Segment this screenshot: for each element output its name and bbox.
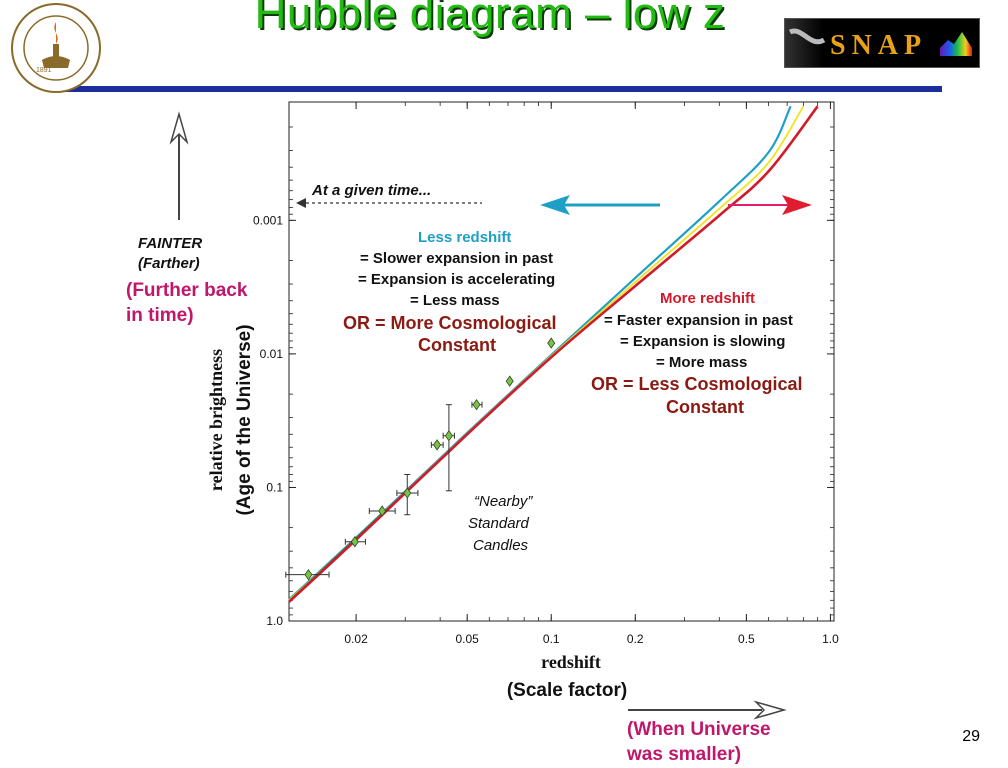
data-point <box>368 505 396 517</box>
data-point <box>285 568 330 581</box>
x-tick-label: 0.02 <box>344 632 368 646</box>
nearby-line-3: Candles <box>473 537 529 554</box>
model-curve-3 <box>288 105 819 603</box>
when-smaller-arrow-icon <box>753 700 787 720</box>
y-axis-label: relative brightness <box>206 349 226 491</box>
y-tick-label: 0.1 <box>266 480 283 494</box>
data-point <box>430 439 444 451</box>
diamond-marker <box>433 439 442 451</box>
caltech-seal-icon: 1891 <box>11 3 101 93</box>
data-point <box>396 474 419 516</box>
further-back-line1: (Further back <box>126 280 248 301</box>
y-tick-label: 1.0 <box>266 614 283 628</box>
data-point <box>505 375 514 387</box>
y-axis-ticks: 0.001 0.01 0.1 1.0 <box>253 126 834 628</box>
diamond-marker <box>304 568 313 581</box>
further-back-line2: in time) <box>126 305 194 326</box>
snap-logo: SNAP <box>784 18 980 68</box>
diamond-marker <box>472 398 481 411</box>
less-or-line-2: Constant <box>418 335 496 355</box>
y-tick-label: 0.01 <box>260 347 284 361</box>
less-line-3: = Less mass <box>410 292 500 309</box>
fainter-arrow-icon <box>169 111 189 145</box>
nearby-line-1: “Nearby” <box>474 493 533 510</box>
diamond-marker <box>547 337 556 349</box>
svg-text:1891: 1891 <box>36 67 52 74</box>
diamond-marker <box>444 430 453 442</box>
given-time-label: At a given time... <box>311 182 431 199</box>
age-axis-label: (Age of the Universe) <box>234 324 255 515</box>
plot-frame <box>288 101 835 622</box>
more-line-3: = More mass <box>656 354 747 371</box>
svg-text:SNAP: SNAP <box>830 30 927 61</box>
more-or-line-2: Constant <box>666 397 744 417</box>
diamond-marker <box>378 505 387 517</box>
less-line-1: = Slower expansion in past <box>360 250 553 267</box>
more-or-line-1: OR = Less Cosmological <box>591 374 803 394</box>
when-smaller-line2: was smaller) <box>626 744 741 765</box>
title-rule <box>64 86 942 92</box>
scale-factor-label: (Scale factor) <box>507 680 627 701</box>
model-curve-0 <box>288 105 792 601</box>
nearby-line-2: Standard <box>468 515 530 532</box>
diamond-marker <box>403 487 412 499</box>
diamond-marker <box>505 375 514 387</box>
x-tick-label: 0.1 <box>543 632 560 646</box>
data-point <box>344 536 366 548</box>
diamond-marker <box>350 536 359 548</box>
model-curves <box>288 105 819 603</box>
less-redshift-arrow-icon <box>540 195 570 215</box>
more-line-2: = Expansion is slowing <box>620 333 785 350</box>
slide-title: Hubble diagram – low z <box>254 0 726 38</box>
less-or-line-1: OR = More Cosmological <box>343 313 557 333</box>
x-tick-label: 1.0 <box>822 632 839 646</box>
fainter-label: FAINTER <box>138 235 202 252</box>
less-line-2: = Expansion is accelerating <box>358 271 555 288</box>
x-tick-label: 0.2 <box>627 632 644 646</box>
given-time-arrow-icon <box>296 198 306 208</box>
x-axis-ticks: 0.02 0.05 0.1 0.2 0.5 1.0 <box>344 102 839 646</box>
x-tick-label: 0.05 <box>456 632 480 646</box>
when-smaller-line1: (When Universe <box>627 719 771 740</box>
more-redshift-title: More redshift <box>660 290 755 307</box>
more-redshift-arrow-icon <box>782 195 812 215</box>
more-line-1: = Faster expansion in past <box>604 312 793 329</box>
less-redshift-title: Less redshift <box>418 229 511 246</box>
data-point <box>471 398 483 411</box>
y-tick-label: 0.001 <box>253 213 283 227</box>
x-axis-label: redshift <box>541 652 601 672</box>
farther-label: (Farther) <box>138 255 200 272</box>
page-number: 29 <box>962 728 980 745</box>
data-points <box>285 337 556 581</box>
data-point <box>547 337 556 349</box>
data-point <box>442 404 455 492</box>
x-tick-label: 0.5 <box>738 632 755 646</box>
